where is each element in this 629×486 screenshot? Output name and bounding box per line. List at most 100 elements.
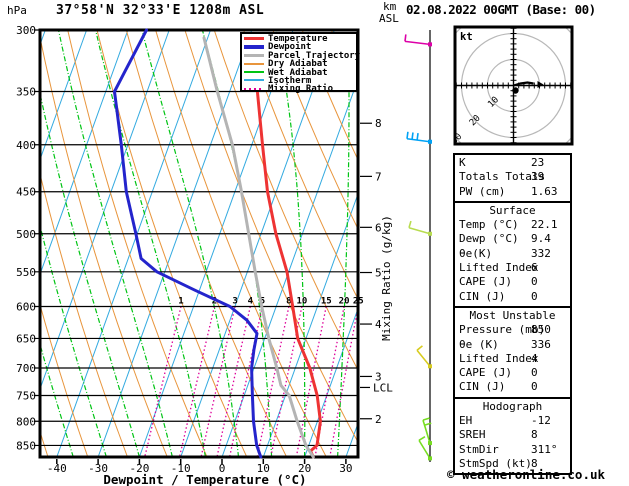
- index-label: Dewp (°C): [459, 232, 519, 246]
- index-value: 4: [531, 351, 538, 365]
- index-label: θe (K): [459, 337, 499, 351]
- lcl-label: LCL: [373, 381, 393, 394]
- index-label: θe(K): [459, 246, 493, 260]
- index-label: Temp (°C): [459, 218, 519, 232]
- temp-tick-label: 30: [339, 462, 352, 475]
- index-label: Totals Totals: [459, 170, 546, 184]
- index-value: 0: [531, 275, 538, 289]
- wet-adiabat-line: [0, 30, 7, 457]
- pressure-tick-label: 350: [16, 85, 36, 98]
- hodograph-origin-blob: [512, 87, 519, 94]
- index-row-lifted-index: Lifted Index 6: [455, 261, 570, 275]
- mixing-ratio-label: 15: [321, 296, 332, 306]
- km-tick-label: 2: [375, 413, 382, 426]
- wind-barb-shaft: [416, 349, 431, 367]
- indices-box-surface: Surface Temp (°C) 22.1 Dewp (°C) 9.4 θe(K) 332…: [453, 200, 572, 308]
- index-row-dewp-c-: Dewp (°C) 9.4: [455, 232, 570, 246]
- legend-item-isotherm: Isotherm: [244, 75, 356, 86]
- wet-adiabat-line: [141, 30, 240, 457]
- wind-barb-dot: [428, 231, 432, 236]
- legend-swatch: [244, 87, 264, 90]
- index-label: CAPE (J): [459, 366, 512, 380]
- temp-tick-label: 20: [298, 462, 311, 475]
- index-label: SREH: [459, 428, 486, 442]
- legend-swatch: [244, 62, 264, 65]
- wind-barb-tick: [411, 132, 414, 140]
- pressure-tick-label: 600: [16, 300, 36, 313]
- index-row-eh: EH -12: [455, 414, 570, 428]
- page-title: 37°58'N 32°33'E 1208m ASL: [56, 3, 265, 18]
- mixing-ratio-line: [216, 306, 251, 457]
- pressure-tick-label: 300: [16, 24, 36, 37]
- dry-adiabat-line: [301, 30, 358, 162]
- index-row-k: K 23: [455, 156, 570, 170]
- index-value: 6: [531, 261, 538, 275]
- km-tick-label: 6: [375, 221, 382, 234]
- index-label: EH: [459, 414, 473, 428]
- wind-barb-tick: [418, 436, 426, 442]
- mixing-ratio-label: 4: [248, 296, 254, 306]
- km-tick-label: 8: [375, 117, 382, 130]
- indices-section-title: Hodograph: [482, 399, 543, 413]
- index-value: 1.63: [531, 184, 558, 198]
- dry-adiabat-line: [272, 30, 358, 231]
- wind-barb-shaft: [408, 226, 431, 235]
- index-value: 0: [531, 289, 538, 303]
- km-unit-label: km: [383, 0, 397, 13]
- indices-box-most-unstable: Most Unstable Pressure (mb) 850 θe (K) 336 Li…: [453, 305, 572, 399]
- indices-box-hodograph: Hodograph EH -12 SREH 8 StmDir 311° StmSpd (kt)…: [453, 396, 572, 476]
- index-label: CAPE (J): [459, 275, 512, 289]
- indices-section-title: Most Unstable: [469, 308, 556, 322]
- mixing-ratio-label: 10: [296, 296, 307, 306]
- mixing-ratio-line: [200, 306, 236, 457]
- legend-label: Isotherm: [268, 75, 312, 86]
- pressure-tick-label: 800: [16, 415, 36, 428]
- curve-parcel-trajectory: [202, 36, 315, 459]
- wet-adiabat-line: [95, 30, 207, 457]
- mixing-ratio-label: 20: [339, 296, 350, 306]
- legend-swatch: [244, 45, 264, 49]
- datetime-header: 02.08.2022 00GMT (Base: 00): [406, 2, 596, 17]
- hodograph-trace: [513, 81, 534, 87]
- index-value: 0: [531, 380, 538, 394]
- legend-box: Temperature Dewpoint Parcel Trajectory Dry …: [240, 32, 360, 95]
- wind-barb-dot: [428, 364, 432, 369]
- index-label: Lifted Index: [459, 351, 539, 365]
- index-label: StmDir: [459, 442, 499, 456]
- temp-tick-label: 10: [257, 462, 270, 475]
- legend-item-dewpoint: Dewpoint: [244, 43, 356, 52]
- mixing-ratio-label: 8: [286, 296, 291, 306]
- wind-barb-tick: [422, 417, 430, 421]
- index-label: Lifted Index: [459, 261, 539, 275]
- wind-barb-dot: [428, 441, 432, 446]
- legend-item-dry-adiabat: Dry Adiabat: [244, 60, 356, 69]
- indices-box-summary: K 23 Totals Totals 39 PW (cm) 1.63: [453, 153, 572, 203]
- mixing-ratio-line: [256, 306, 290, 457]
- index-row--e-k-: θe (K) 336: [455, 338, 570, 352]
- temp-tick-label: -10: [171, 462, 191, 475]
- pressure-tick-label: 700: [16, 362, 36, 375]
- legend-swatch: [244, 36, 264, 41]
- credit-footer: © weatheronline.co.uk: [447, 467, 606, 482]
- index-row-stmdir: StmDir 311°: [455, 443, 570, 457]
- legend-item-temperature: Temperature: [244, 34, 356, 44]
- pressure-tick-label: 750: [16, 390, 36, 403]
- xaxis-title: Dewpoint / Temperature (°C): [103, 472, 306, 486]
- legend-label: Mixing Ratio: [268, 84, 334, 95]
- mixing-ratio-label: 5: [260, 296, 265, 306]
- isotherm-line: [56, 30, 211, 457]
- wind-barb-dot: [428, 42, 432, 47]
- legend-item-mixing-ratio: Mixing Ratio: [244, 84, 356, 95]
- legend-label: Temperature: [268, 34, 328, 44]
- isotherm-line: [304, 307, 358, 457]
- index-value: 332: [531, 246, 551, 260]
- index-value: 39: [531, 170, 545, 184]
- legend-swatch: [244, 71, 264, 74]
- index-row-cin-j-: CIN (J) 0: [455, 380, 570, 394]
- index-value: 23: [531, 156, 545, 169]
- index-label: PW (cm): [459, 184, 506, 198]
- legend-swatch: [244, 79, 264, 82]
- wind-barb-shaft: [422, 419, 431, 444]
